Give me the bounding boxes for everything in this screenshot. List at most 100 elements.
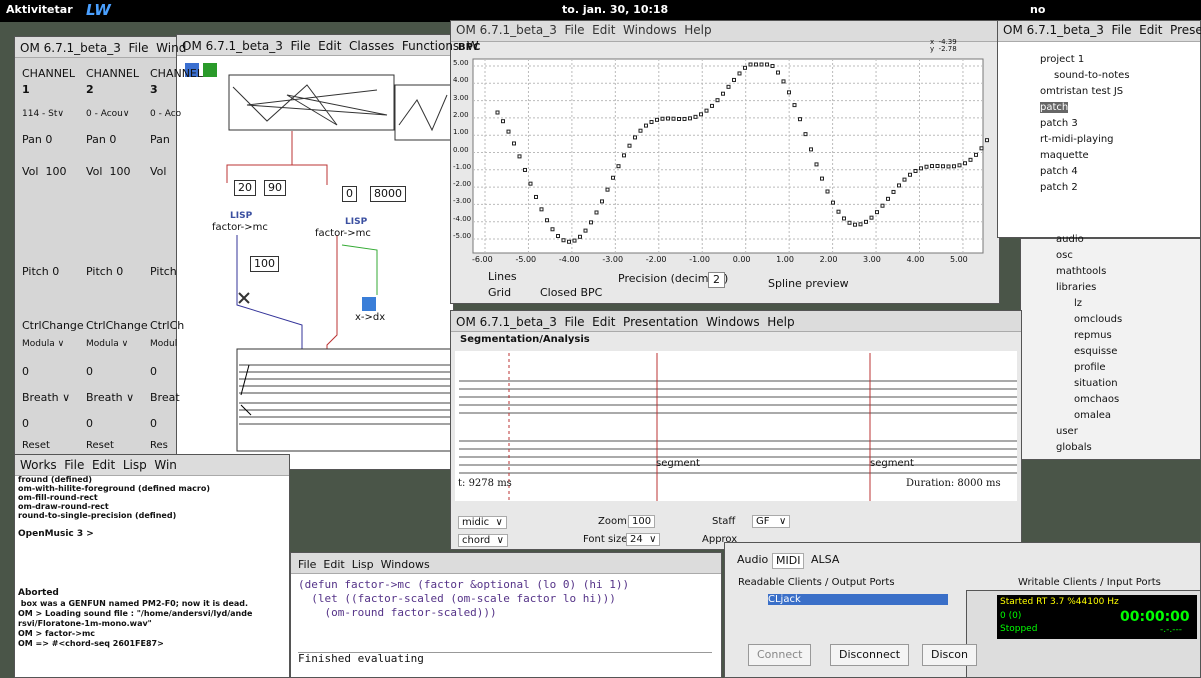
channel-reset[interactable]: Reset: [86, 440, 114, 451]
channel-program[interactable]: 0 - Acou∨: [86, 109, 130, 119]
y-axis-label: -3.00: [453, 197, 472, 206]
client-item[interactable]: CLjack: [768, 594, 948, 605]
channel-reset[interactable]: Reset: [22, 440, 50, 451]
checkbox[interactable]: Grid: [488, 286, 512, 299]
channel-breath_val: 0: [86, 417, 93, 430]
library-item[interactable]: osc: [1056, 250, 1073, 261]
channel-vol: Vol: [150, 165, 167, 178]
code-line: (let ((factor-scaled (om-scale factor lo…: [298, 592, 616, 605]
x-axis-label: 5.00: [949, 255, 968, 264]
x-axis-label: 4.00: [906, 255, 925, 264]
library-item[interactable]: esquisse: [1074, 346, 1118, 357]
score: [455, 351, 1017, 501]
number-box[interactable]: 90: [264, 180, 286, 197]
number-box[interactable]: 20: [234, 180, 256, 197]
clock[interactable]: to. jan. 30, 10:18: [562, 3, 669, 16]
library-item[interactable]: audio: [1056, 234, 1084, 245]
bpc-window: [450, 20, 1000, 304]
channel-program[interactable]: 114 - St∨: [22, 109, 64, 119]
library-item[interactable]: profile: [1074, 362, 1106, 373]
library-item[interactable]: user: [1056, 426, 1078, 437]
tab[interactable]: ALSA: [811, 553, 840, 566]
window-title: OM 6.7.1_beta_3 File Edit Windows Help: [456, 23, 712, 37]
library-item[interactable]: repmus: [1074, 330, 1112, 341]
lisp-editor: [290, 552, 722, 678]
window-title: OM 6.7.1_beta_3 File Edit Presentation W…: [456, 315, 795, 329]
y-axis-label: -2.00: [453, 180, 472, 189]
library-item[interactable]: globals: [1056, 442, 1092, 453]
library-item[interactable]: omchaos: [1074, 394, 1120, 405]
channel-mod[interactable]: Modula ∨: [22, 339, 65, 349]
channel-reset[interactable]: Res: [150, 440, 168, 451]
y-axis-label: 1.00: [453, 128, 469, 137]
x-axis-label: -1.00: [689, 255, 710, 264]
project-window: [997, 20, 1201, 238]
y-axis-label: 0.00: [453, 145, 469, 154]
function-box[interactable]: factor->mc: [212, 222, 268, 233]
title-bar: [15, 455, 289, 476]
channel-breath[interactable]: Breat: [150, 391, 180, 404]
tab[interactable]: MIDI: [772, 553, 805, 570]
dropdown[interactable]: 24 ∨: [626, 533, 661, 546]
x-axis-label: -5.00: [515, 255, 537, 264]
language[interactable]: no: [1030, 3, 1046, 16]
project-item[interactable]: patch 3: [1040, 118, 1078, 129]
library-item[interactable]: omalea: [1074, 410, 1112, 421]
segment-label: segment: [870, 458, 914, 469]
coordinate: x -4.39: [930, 38, 957, 46]
library-item[interactable]: situation: [1074, 378, 1118, 389]
field-label: Zoom: [598, 516, 627, 527]
channel-program[interactable]: 0 - Aco: [150, 109, 182, 119]
y-axis-label: 2.00: [453, 110, 469, 119]
checkbox[interactable]: Lines: [488, 270, 517, 283]
library-item[interactable]: libraries: [1056, 282, 1097, 293]
project-item[interactable]: project 1: [1040, 54, 1085, 65]
channel-ctrl: CtrlChange: [86, 319, 148, 332]
checkbox[interactable]: Closed BPC: [540, 286, 603, 299]
channel-mod_val: 0: [150, 365, 157, 378]
button[interactable]: Connect: [748, 644, 812, 667]
project-item[interactable]: omtristan test JS: [1040, 86, 1124, 97]
listener-prompt: OpenMusic 3 >: [18, 529, 97, 539]
project-item[interactable]: sound-to-notes: [1054, 70, 1130, 81]
library-item[interactable]: omclouds: [1074, 314, 1123, 325]
project-item[interactable]: patch: [1040, 102, 1069, 113]
library-item[interactable]: lz: [1074, 298, 1083, 309]
button[interactable]: Discon: [922, 644, 978, 667]
activities[interactable]: Aktivitetar: [6, 3, 73, 16]
number-box[interactable]: 100: [250, 256, 279, 273]
project-item[interactable]: patch 4: [1040, 166, 1078, 177]
channel-pitch: Pitch 0: [86, 265, 124, 278]
function-box[interactable]: x->dx: [355, 312, 386, 323]
channel-mod[interactable]: Modula ∨: [86, 339, 129, 349]
channel-breath[interactable]: Breath ∨: [22, 391, 71, 404]
list-header: Writable Clients / Input Ports: [1018, 577, 1161, 588]
dropdown[interactable]: midic ∨: [458, 516, 507, 529]
project-item[interactable]: maquette: [1040, 150, 1089, 161]
dropdown[interactable]: GF ∨: [752, 515, 791, 528]
x-axis-label: 0.00: [732, 255, 751, 264]
channel-number: 3: [150, 83, 158, 96]
function-box[interactable]: factor->mc: [315, 228, 371, 239]
channel-mod_val: 0: [86, 365, 93, 378]
dropdown[interactable]: chord ∨: [458, 534, 508, 547]
library-item[interactable]: mathtools: [1056, 266, 1107, 277]
box-icon: LISP: [345, 217, 368, 227]
channel-breath[interactable]: Breath ∨: [86, 391, 135, 404]
top-bar: [0, 0, 1201, 22]
channel-breath_val: 0: [22, 417, 29, 430]
channel-ctrl: CtrlChange: [22, 319, 84, 332]
text-field[interactable]: 100: [628, 515, 656, 528]
text-field[interactable]: 2: [708, 272, 725, 289]
checkbox[interactable]: Spline preview: [768, 277, 849, 290]
number-box[interactable]: 0: [342, 186, 357, 203]
number-box[interactable]: 8000: [370, 186, 406, 203]
y-axis-label: -5.00: [453, 232, 472, 240]
button[interactable]: Disconnect: [830, 644, 910, 667]
project-item[interactable]: patch 2: [1040, 182, 1078, 193]
status-display: [997, 595, 1197, 639]
tab[interactable]: Audio: [737, 553, 769, 566]
project-item[interactable]: rt-midi-playing: [1040, 134, 1114, 145]
channel-mod[interactable]: Modul: [150, 339, 178, 349]
